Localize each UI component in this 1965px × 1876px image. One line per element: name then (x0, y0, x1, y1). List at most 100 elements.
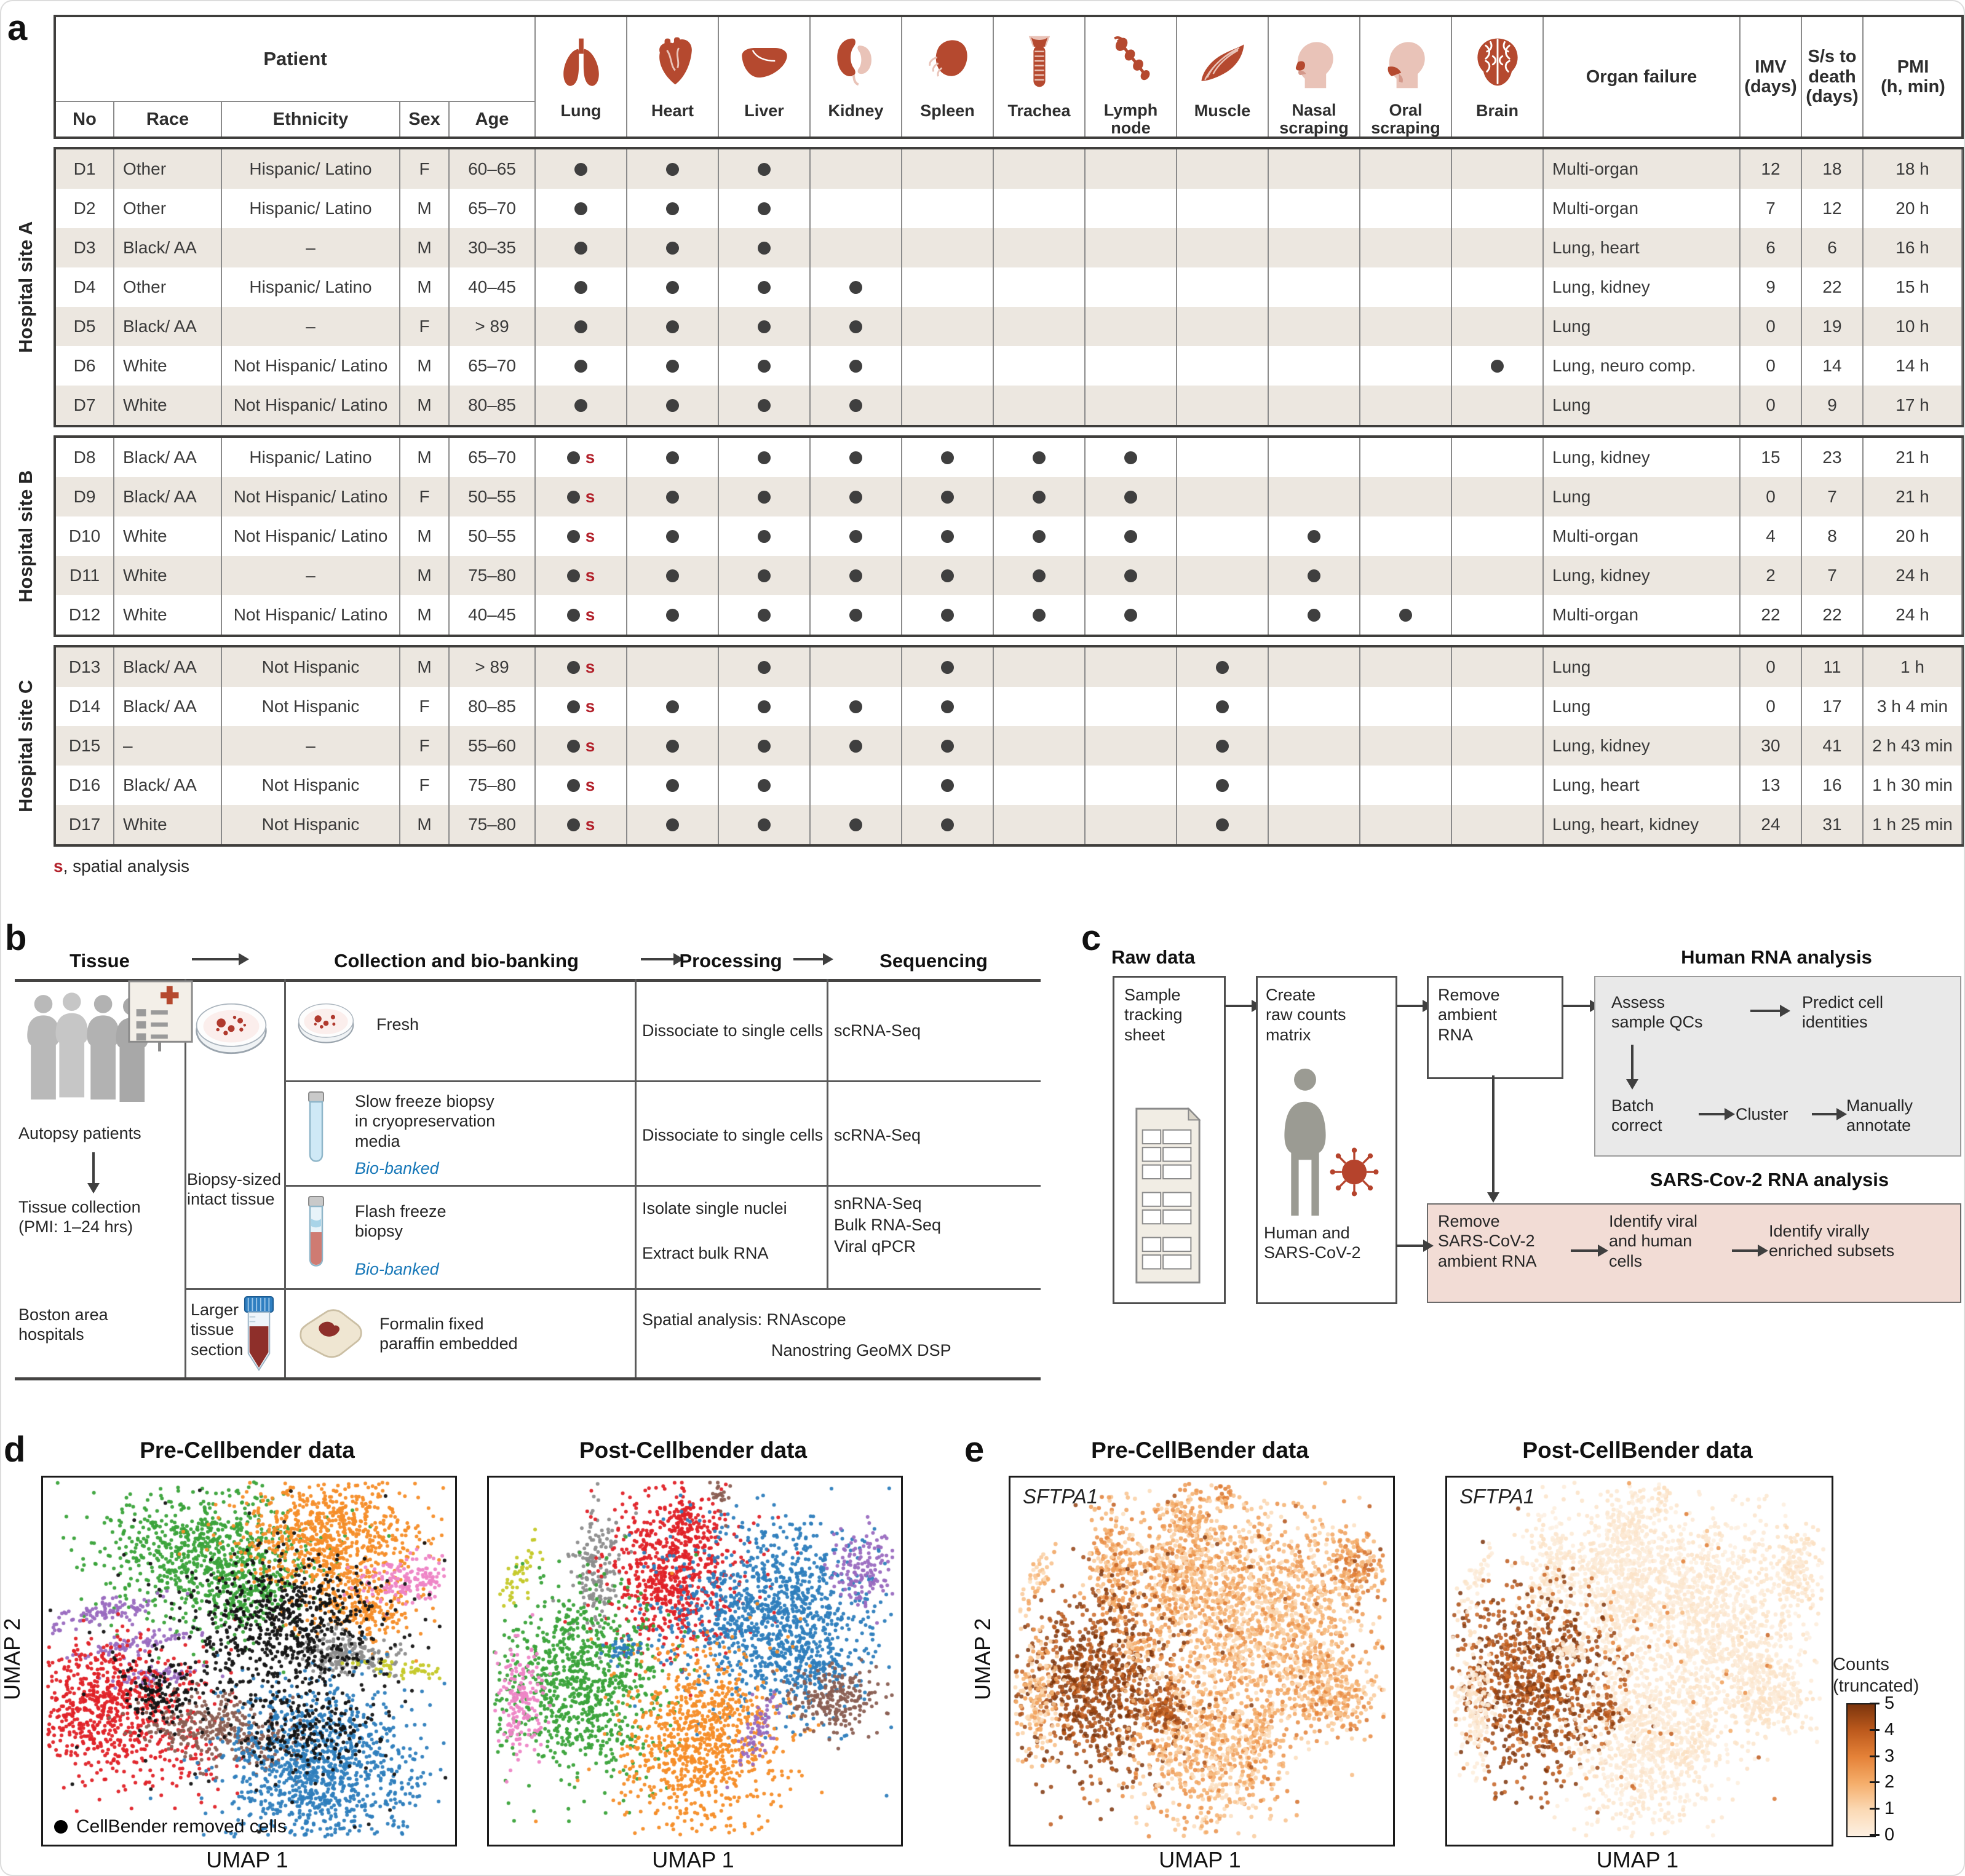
table-cell-failure: Lung, kidney (1544, 556, 1741, 595)
organ-column-header: Lymph node (1086, 17, 1177, 137)
spatial-analysis-marker: s (585, 605, 595, 624)
table-cell-organ (1086, 556, 1177, 595)
batch-correct-step: Batch correct (1611, 1096, 1662, 1135)
organ-sample-dot (1033, 569, 1046, 582)
organ-sample-dot (849, 569, 862, 582)
table-cell-organ (1269, 307, 1360, 346)
table-cell-organ (1269, 595, 1360, 635)
site-table: D8 Black/ AA Hispanic/ Latino M 65–70 s Lung, … (54, 435, 1964, 637)
colorbar-title: Counts (truncated) (1833, 1655, 1919, 1696)
organ-sample-dot (758, 569, 771, 582)
table-cell-organ (994, 595, 1086, 635)
organ-sample-dot (941, 451, 954, 464)
table-cell-ethnicity: Not Hispanic (222, 766, 400, 805)
b-rowline-2 (284, 1185, 1041, 1187)
colorbar-tick-label: 4 (1884, 1719, 1895, 1739)
cellbender-legend: CellBender removed cells (54, 1816, 287, 1837)
site-table: D13 Black/ AA Not Hispanic M > 89 s Lung 0 11 1 h… (54, 645, 1964, 847)
organ-sample-dot (941, 700, 954, 713)
table-cell-organ (902, 595, 994, 635)
table-cell-race: Black/ AA (114, 438, 222, 477)
table-cell-race: White (114, 595, 222, 635)
table-cell-race: – (114, 726, 222, 766)
organ-sample-dot (849, 280, 862, 294)
processing-row-4a: Spatial analysis: RNAscope (642, 1310, 846, 1329)
table-cell-organ (536, 386, 627, 425)
organ-sample-dot (941, 660, 954, 674)
table-cell-pmi: 18 h (1864, 149, 1963, 189)
c-arrow-10-icon (1732, 1245, 1768, 1257)
manually-annotate-step: Manually annotate (1846, 1096, 1913, 1135)
organ-sample-dot (849, 608, 862, 622)
c-arrow-4-icon (1750, 1005, 1790, 1017)
table-cell-imv: 2 (1741, 556, 1802, 595)
table-cell-organ (902, 149, 994, 189)
column-header-sex: Sex (400, 102, 450, 137)
table-cell-sex: M (400, 346, 450, 386)
table-cell-ethnicity: Hispanic/ Latino (222, 149, 400, 189)
table-cell-pmi: 10 h (1864, 307, 1963, 346)
table-cell-imv: 0 (1741, 687, 1802, 726)
table-cell-organ (811, 477, 902, 516)
organ-sample-dot (566, 608, 580, 622)
table-cell-organ (994, 346, 1086, 386)
table-cell-ss: 16 (1802, 766, 1864, 805)
table-cell-pmi: 2 h 43 min (1864, 726, 1963, 766)
table-cell-age: 75–80 (450, 805, 536, 844)
sars-rna-title: SARS-Cov-2 RNA analysis (1649, 1169, 1889, 1190)
table-cell-pmi: 16 h (1864, 228, 1963, 267)
table-cell-ethnicity: Hispanic/ Latino (222, 438, 400, 477)
table-cell-organ (1177, 726, 1269, 766)
legend-label: CellBender removed cells (76, 1816, 287, 1837)
table-cell-imv: 30 (1741, 726, 1802, 766)
organ-label: Liver (744, 101, 784, 120)
table-cell-sex: F (400, 307, 450, 346)
organ-label: Trachea (1007, 101, 1071, 120)
virus-icon (1328, 1146, 1380, 1198)
table-cell-organ (811, 228, 902, 267)
spatial-analysis-marker: s (585, 448, 595, 467)
table-cell-sex: F (400, 726, 450, 766)
table-cell-ethnicity: Hispanic/ Latino (222, 189, 400, 228)
table-cell-race: White (114, 386, 222, 425)
table-cell-organ (902, 766, 994, 805)
flash-freeze-biobanked: Bio-banked (355, 1260, 439, 1278)
d-pre-canvas (43, 1478, 451, 1841)
table-cell-race: White (114, 516, 222, 556)
table-cell-organ (811, 687, 902, 726)
table-cell-failure: Multi-organ (1544, 149, 1741, 189)
panel-b: b Tissue Collection and bio-banking Proc… (1, 917, 1078, 1409)
spleen-icon (902, 17, 993, 102)
table-cell-failure: Lung, kidney (1544, 267, 1741, 307)
table-cell-pmi: 1 h 30 min (1864, 766, 1963, 805)
table-cell-pmi: 17 h (1864, 386, 1963, 425)
organ-column-header: Oral scraping (1360, 17, 1452, 137)
table-cell-organ (1452, 726, 1544, 766)
flow-header-processing: Processing (679, 950, 782, 972)
table-cell-organ (811, 438, 902, 477)
table-cell-organ (1086, 267, 1177, 307)
table-cell-organ (1086, 766, 1177, 805)
table-cell-organ (1360, 267, 1452, 307)
table-cell-organ (1452, 438, 1544, 477)
column-header-tail: Organ failure (1544, 17, 1741, 137)
flow-header-tissue: Tissue (69, 950, 130, 972)
table-cell-organ (1452, 149, 1544, 189)
table-cell-organ (1269, 726, 1360, 766)
table-cell-age: 30–35 (450, 228, 536, 267)
b-table-top-rule (15, 979, 1041, 982)
c-arrow-8-icon (1487, 1075, 1499, 1203)
table-cell-organ (1452, 386, 1544, 425)
table-cell-organ (536, 228, 627, 267)
organ-sample-dot (666, 490, 679, 504)
table-cell-pmi: 1 h 25 min (1864, 805, 1963, 844)
tissue-collection-label: Tissue collection (PMI: 1–24 hrs) (18, 1198, 141, 1237)
table-cell-organ (1360, 516, 1452, 556)
table-cell-imv: 6 (1741, 228, 1802, 267)
table-cell-organ: s (536, 438, 627, 477)
table-cell-organ (1177, 267, 1269, 307)
table-cell-organ (536, 307, 627, 346)
column-header-age: Age (450, 102, 536, 137)
cryo-tube-icon (304, 1091, 328, 1171)
